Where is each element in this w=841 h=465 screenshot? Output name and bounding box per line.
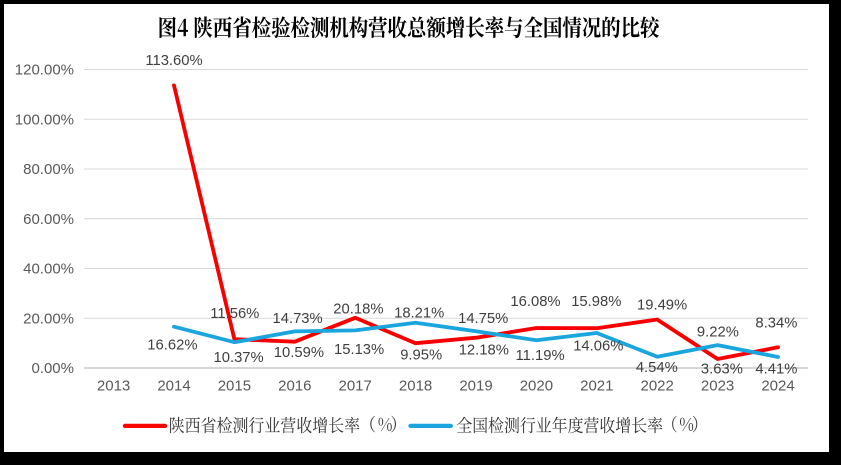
- svg-text:15.98%: 15.98%: [571, 294, 621, 310]
- svg-text:2016: 2016: [278, 378, 311, 395]
- svg-text:9.95%: 9.95%: [400, 347, 442, 363]
- svg-text:20.18%: 20.18%: [333, 301, 383, 317]
- svg-text:40.00%: 40.00%: [23, 261, 74, 278]
- svg-text:19.49%: 19.49%: [637, 298, 687, 314]
- svg-text:2022: 2022: [641, 378, 674, 395]
- svg-text:16.08%: 16.08%: [510, 294, 560, 310]
- svg-text:11.56%: 11.56%: [210, 306, 259, 322]
- svg-text:100.00%: 100.00%: [15, 112, 74, 129]
- svg-text:2018: 2018: [399, 378, 432, 395]
- svg-text:11.19%: 11.19%: [516, 348, 565, 364]
- svg-text:80.00%: 80.00%: [23, 161, 74, 178]
- svg-text:2023: 2023: [701, 378, 734, 395]
- svg-text:8.34%: 8.34%: [755, 315, 797, 331]
- svg-text:2017: 2017: [339, 378, 372, 395]
- svg-text:15.13%: 15.13%: [334, 342, 384, 358]
- svg-text:16.62%: 16.62%: [147, 337, 197, 353]
- svg-text:14.75%: 14.75%: [458, 311, 508, 327]
- svg-text:60.00%: 60.00%: [23, 211, 74, 228]
- svg-text:2021: 2021: [580, 378, 613, 395]
- svg-text:10.59%: 10.59%: [274, 345, 324, 361]
- svg-text:2014: 2014: [157, 378, 190, 395]
- svg-text:18.21%: 18.21%: [394, 306, 444, 322]
- svg-text:4.41%: 4.41%: [755, 361, 797, 377]
- svg-text:2015: 2015: [218, 378, 251, 395]
- svg-text:14.06%: 14.06%: [573, 339, 623, 355]
- svg-text:12.18%: 12.18%: [459, 343, 509, 359]
- svg-text:4.54%: 4.54%: [636, 360, 678, 376]
- svg-text:2013: 2013: [97, 378, 130, 395]
- svg-text:9.22%: 9.22%: [697, 325, 739, 341]
- svg-text:14.73%: 14.73%: [273, 311, 323, 327]
- svg-text:2020: 2020: [520, 378, 553, 395]
- svg-text:0.00%: 0.00%: [31, 360, 74, 377]
- svg-text:120.00%: 120.00%: [15, 62, 74, 79]
- svg-text:20.00%: 20.00%: [23, 310, 74, 327]
- svg-text:3.63%: 3.63%: [701, 361, 743, 377]
- svg-text:2024: 2024: [761, 378, 794, 395]
- svg-text:113.60%: 113.60%: [145, 53, 202, 69]
- svg-text:2019: 2019: [459, 378, 492, 395]
- svg-text:10.37%: 10.37%: [214, 350, 264, 366]
